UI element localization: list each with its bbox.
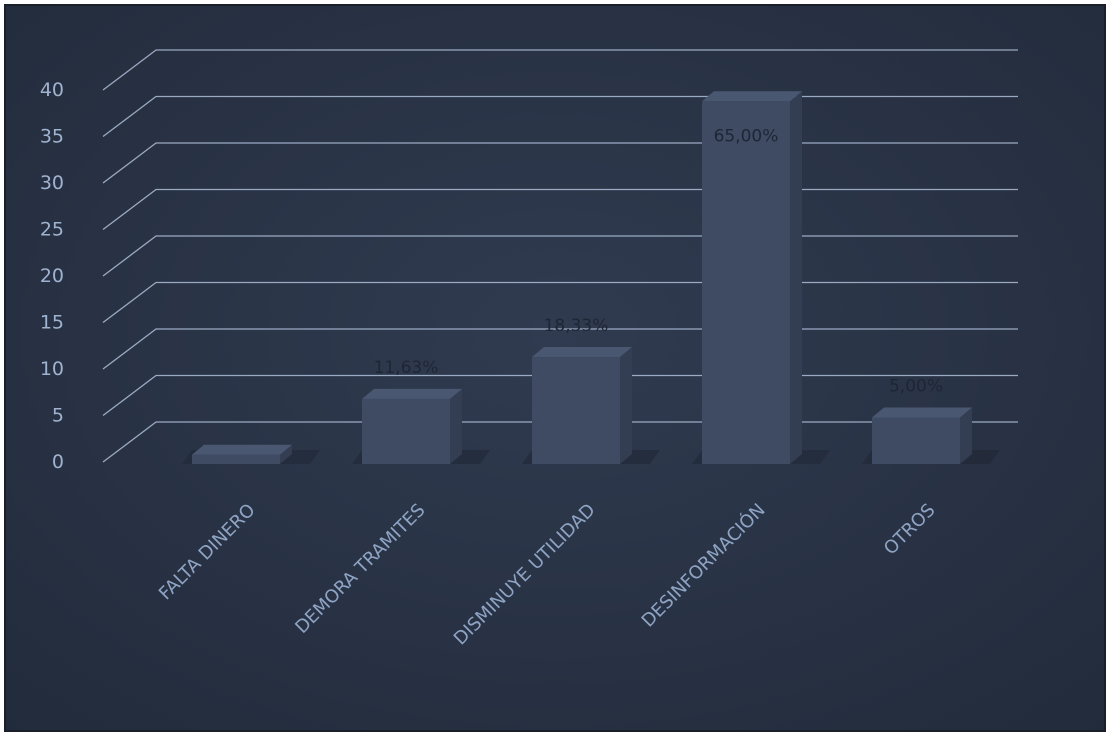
- bar-top: [192, 444, 292, 455]
- y-tick-label: 15: [40, 312, 64, 334]
- bar-side: [280, 444, 292, 464]
- y-tick-label: 10: [40, 358, 64, 380]
- bar: [872, 417, 960, 464]
- bar-side: [790, 91, 802, 465]
- bar: [532, 357, 620, 464]
- bar-top: [532, 347, 632, 358]
- bar-side: [620, 347, 632, 464]
- y-tick-label: 30: [40, 172, 64, 194]
- bar: [702, 101, 790, 465]
- y-tick-label: 35: [40, 126, 64, 148]
- data-label: 11,63%: [374, 358, 439, 378]
- data-label: 18,33%: [544, 316, 609, 336]
- bar-side: [450, 388, 462, 464]
- chart-frame: 0 5 10 15 20 25 30 35 40 11,63% 18,33% 65,00% 5,00%…: [4, 4, 1106, 732]
- bar-side: [960, 407, 972, 464]
- data-label: 65,00%: [714, 126, 779, 146]
- y-tick-label: 0: [52, 451, 64, 473]
- y-tick-label: 5: [52, 405, 64, 427]
- data-labels: 11,63% 18,33% 65,00% 5,00%: [374, 126, 943, 396]
- y-tick-label: 20: [40, 265, 64, 287]
- y-tick-label: 25: [40, 219, 64, 241]
- y-tick-label: 40: [40, 79, 64, 101]
- data-label: 5,00%: [889, 377, 943, 397]
- bar-top: [362, 388, 462, 399]
- y-axis-ticks: 0 5 10 15 20 25 30 35 40: [40, 79, 64, 473]
- bar: [362, 398, 450, 464]
- bar-chart: 0 5 10 15 20 25 30 35 40 11,63% 18,33% 65,00% 5,00%…: [6, 6, 1104, 730]
- bar: [192, 454, 280, 464]
- bars: [182, 91, 1000, 465]
- bar-top: [702, 91, 802, 102]
- bar-top: [872, 407, 972, 418]
- gridline: [102, 49, 1018, 91]
